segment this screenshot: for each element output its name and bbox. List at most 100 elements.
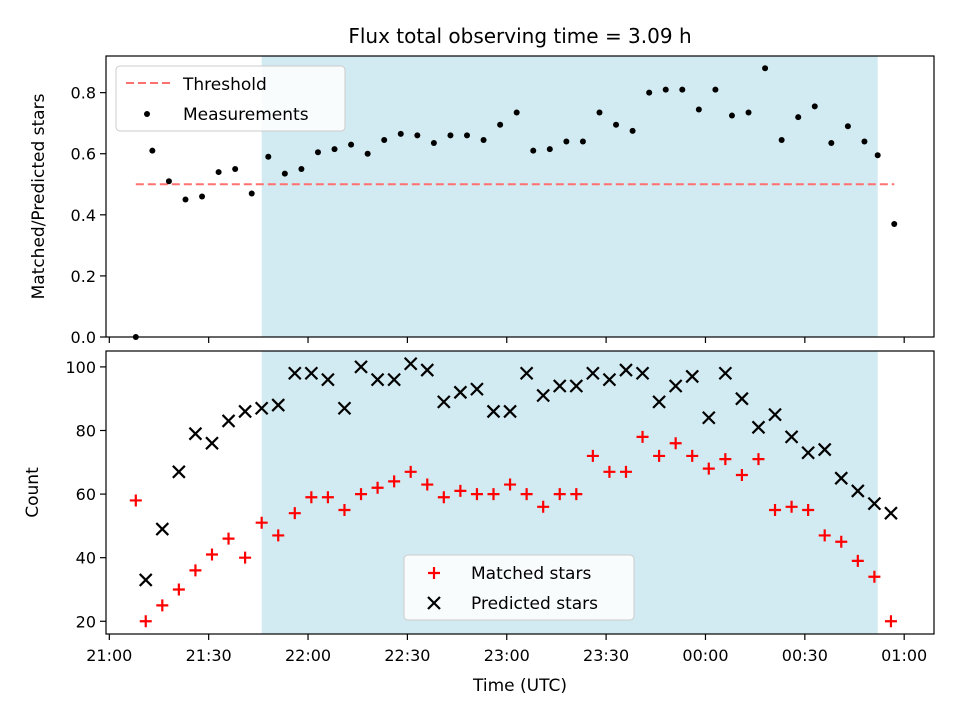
x-tick-label: 00:00 bbox=[682, 646, 728, 665]
y-axis-label: Matched/Predicted stars bbox=[29, 93, 49, 299]
predicted-point bbox=[569, 379, 584, 393]
measurement-point bbox=[298, 166, 305, 173]
measurement-point bbox=[811, 103, 818, 110]
predicted-point bbox=[337, 401, 352, 416]
measurement-point bbox=[662, 86, 669, 93]
predicted-point bbox=[685, 369, 700, 384]
predicted-point bbox=[702, 410, 716, 425]
observing-span bbox=[261, 56, 878, 337]
predicted-point bbox=[420, 363, 435, 377]
predicted-point bbox=[486, 404, 501, 419]
measurement-point bbox=[563, 138, 570, 145]
matched-point bbox=[404, 465, 417, 478]
matched-point bbox=[669, 437, 682, 450]
matched-point bbox=[719, 453, 732, 466]
measurement-point bbox=[314, 149, 321, 156]
x-tick-label: 21:00 bbox=[86, 646, 132, 665]
matched-point bbox=[454, 484, 467, 497]
matched-point bbox=[355, 488, 368, 501]
predicted-point bbox=[370, 372, 385, 387]
legend-label: Threshold bbox=[182, 75, 267, 95]
matched-point bbox=[222, 532, 235, 545]
measurement-point bbox=[745, 109, 752, 116]
x-tick-label: 22:30 bbox=[384, 646, 430, 665]
matched-point bbox=[553, 488, 566, 501]
measurement-point bbox=[248, 190, 255, 197]
predicted-point bbox=[271, 398, 286, 412]
predicted-point bbox=[619, 363, 633, 377]
measurement-point bbox=[891, 220, 898, 227]
matched-point bbox=[735, 469, 748, 482]
x-tick-label: 21:30 bbox=[186, 646, 232, 665]
axes-frame bbox=[105, 55, 935, 338]
measurement-point bbox=[679, 86, 686, 93]
matched-point bbox=[686, 449, 699, 462]
matched-point bbox=[570, 488, 583, 501]
measurement-point bbox=[414, 132, 421, 139]
predicted-point bbox=[519, 366, 534, 381]
x-tick-label: 23:00 bbox=[484, 646, 530, 665]
matched-point bbox=[537, 500, 550, 513]
matched-point bbox=[752, 453, 765, 466]
predicted-point bbox=[751, 420, 766, 435]
predicted-point bbox=[851, 484, 865, 498]
legend-box bbox=[115, 65, 346, 132]
matched-point bbox=[421, 478, 434, 491]
measurement-point bbox=[165, 178, 172, 185]
legend-predicted-swatch bbox=[427, 596, 441, 610]
matched-point bbox=[189, 564, 202, 577]
y-tick-label: 0.8 bbox=[71, 84, 96, 103]
measurement-point bbox=[232, 166, 239, 173]
x-tick-label: 00:30 bbox=[782, 646, 828, 665]
matched-point bbox=[156, 599, 169, 612]
count-panel: 20 40 60 80 100 21:00 21:30 22:00 22:30 23:00 23:3… bbox=[23, 350, 935, 665]
y-tick-label: 0.4 bbox=[71, 206, 96, 225]
measurement-point bbox=[861, 138, 868, 145]
predicted-point bbox=[254, 401, 269, 416]
matched-point bbox=[129, 494, 142, 507]
predicted-point bbox=[735, 391, 749, 406]
x-tick-label: 22:00 bbox=[285, 646, 331, 665]
predicted-point bbox=[536, 388, 550, 403]
matched-point bbox=[205, 548, 218, 561]
predicted-point bbox=[155, 522, 170, 536]
measurement-point bbox=[182, 196, 189, 203]
y-tick-label: 100 bbox=[65, 358, 96, 377]
legend: Threshold Measurements bbox=[115, 65, 346, 132]
measurement-point bbox=[530, 147, 537, 154]
measurement-point bbox=[596, 109, 603, 116]
legend-label: Measurements bbox=[183, 105, 309, 125]
legend: Matched stars Predicted stars bbox=[403, 554, 635, 621]
matched-point bbox=[603, 465, 616, 478]
matched-point bbox=[255, 516, 268, 529]
measurement-point bbox=[646, 89, 653, 96]
matched-point bbox=[321, 491, 334, 504]
predicted-point bbox=[884, 506, 898, 520]
measurement-point bbox=[215, 169, 222, 176]
matched-point bbox=[702, 462, 715, 475]
x-axis-label: Time (UTC) bbox=[472, 676, 567, 696]
matched-point bbox=[239, 551, 252, 564]
predicted-point bbox=[635, 366, 650, 381]
predicted-point bbox=[817, 442, 832, 457]
matched-point bbox=[851, 554, 864, 567]
measurement-point bbox=[281, 170, 288, 177]
predicted-point bbox=[321, 372, 335, 387]
predicted-point bbox=[652, 395, 666, 409]
measurement-point bbox=[728, 112, 735, 119]
predicted-point bbox=[387, 372, 401, 387]
measurement-point bbox=[430, 140, 437, 147]
y-tick-label: 20 bbox=[76, 612, 96, 631]
y-tick-label: 60 bbox=[76, 485, 96, 504]
predicted-point bbox=[437, 395, 451, 409]
predicted-point bbox=[304, 366, 319, 381]
predicted-point bbox=[403, 356, 418, 371]
matched-point bbox=[139, 615, 152, 628]
matched-point bbox=[504, 478, 517, 491]
matched-point bbox=[371, 481, 384, 494]
matched-point bbox=[437, 491, 450, 504]
measurement-point bbox=[795, 114, 802, 121]
predicted-point bbox=[867, 496, 882, 511]
legend-box bbox=[403, 554, 635, 621]
predicted-point bbox=[668, 379, 683, 393]
